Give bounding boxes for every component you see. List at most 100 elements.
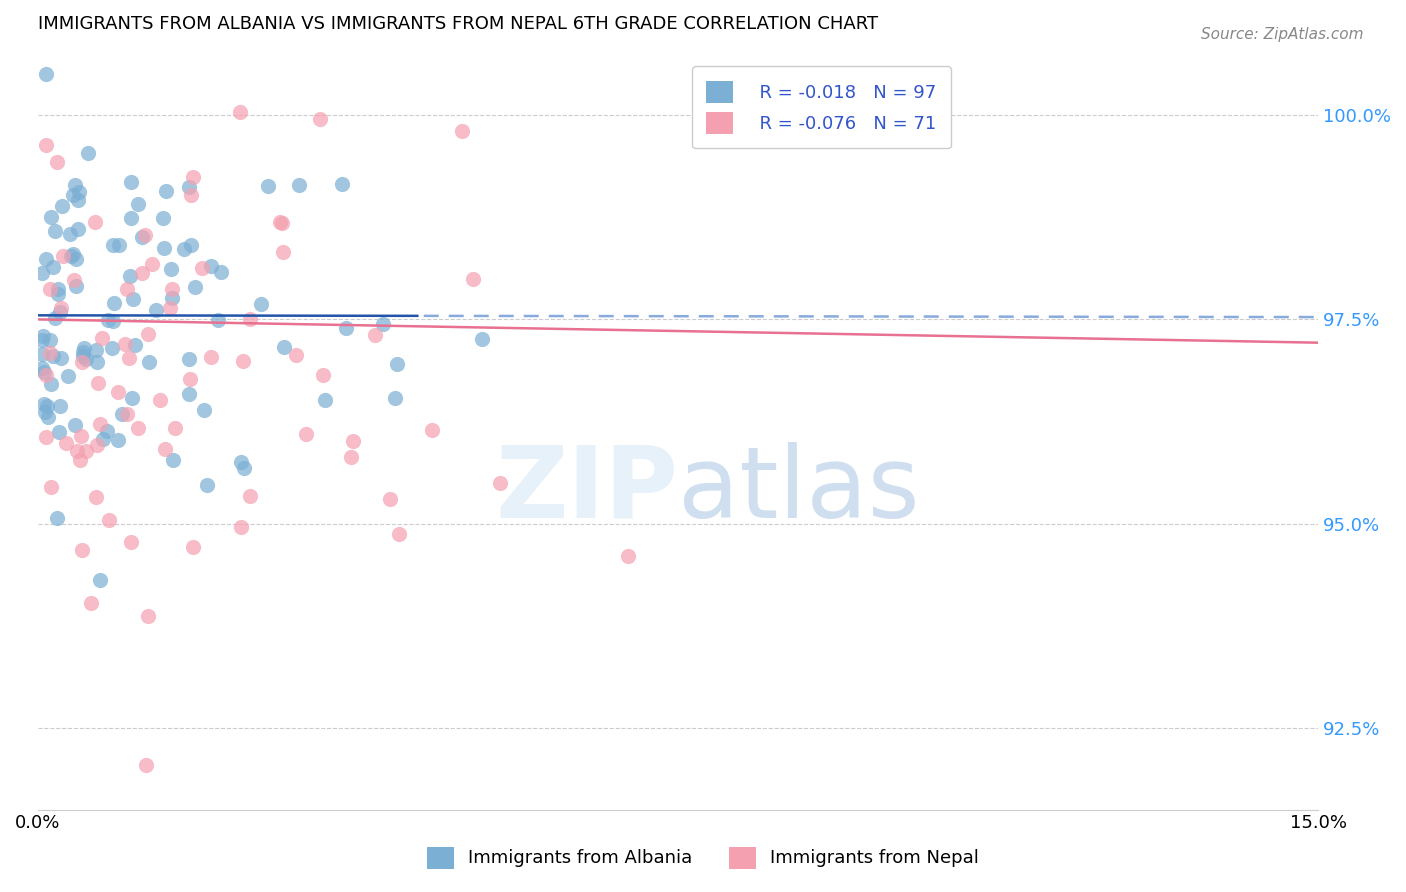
Immigrants from Nepal (271, 244, 294, 259)
Immigrants from Albania (45, 511, 67, 525)
Immigrants from Albania (46, 287, 69, 301)
Immigrants from Nepal (131, 266, 153, 280)
Immigrants from Albania (209, 265, 232, 279)
Immigrants from Nepal (70, 428, 93, 442)
Immigrants from Nepal (159, 301, 181, 315)
Immigrants from Albania (173, 242, 195, 256)
Immigrants from Albania (42, 260, 65, 274)
Immigrants from Nepal (35, 430, 58, 444)
Immigrants from Nepal (46, 154, 69, 169)
Immigrants from Albania (51, 199, 73, 213)
Immigrants from Nepal (200, 350, 222, 364)
Text: IMMIGRANTS FROM ALBANIA VS IMMIGRANTS FROM NEPAL 6TH GRADE CORRELATION CHART: IMMIGRANTS FROM ALBANIA VS IMMIGRANTS FR… (38, 15, 877, 33)
Immigrants from Nepal (388, 526, 411, 541)
Immigrants from Nepal (52, 249, 75, 263)
Immigrants from Albania (62, 187, 84, 202)
Immigrants from Albania (232, 460, 254, 475)
Immigrants from Nepal (66, 443, 89, 458)
Immigrants from Nepal (107, 384, 129, 399)
Immigrants from Nepal (90, 331, 112, 345)
Immigrants from Albania (107, 238, 129, 252)
Immigrants from Albania (152, 211, 174, 226)
Immigrants from Albania (49, 400, 72, 414)
Immigrants from Nepal (309, 112, 332, 127)
Immigrants from Nepal (134, 227, 156, 242)
Immigrants from Albania (63, 178, 86, 193)
Immigrants from Albania (65, 279, 87, 293)
Immigrants from Nepal (98, 513, 121, 527)
Immigrants from Nepal (62, 272, 84, 286)
Immigrants from Albania (39, 210, 62, 224)
Immigrants from Nepal (180, 187, 202, 202)
Immigrants from Albania (314, 393, 336, 408)
Immigrants from Nepal (118, 351, 141, 366)
Immigrants from Albania (67, 186, 90, 200)
Immigrants from Nepal (51, 301, 73, 315)
Immigrants from Albania (65, 252, 87, 267)
Immigrants from Albania (177, 180, 200, 194)
Immigrants from Albania (184, 280, 207, 294)
Legend: Immigrants from Albania, Immigrants from Nepal: Immigrants from Albania, Immigrants from… (412, 832, 994, 883)
Immigrants from Albania (160, 292, 183, 306)
Text: ZIP: ZIP (495, 442, 678, 539)
Immigrants from Nepal (155, 442, 177, 457)
Immigrants from Albania (72, 349, 94, 363)
Immigrants from Albania (118, 268, 141, 283)
Immigrants from Albania (371, 317, 394, 331)
Immigrants from Albania (48, 425, 70, 440)
Immigrants from Albania (58, 369, 80, 384)
Immigrants from Albania (162, 452, 184, 467)
Immigrants from Albania (62, 246, 84, 260)
Immigrants from Albania (59, 227, 82, 241)
Immigrants from Albania (34, 397, 56, 411)
Immigrants from Albania (63, 417, 86, 432)
Immigrants from Albania (72, 344, 94, 359)
Immigrants from Nepal (35, 137, 58, 152)
Immigrants from Nepal (136, 609, 159, 624)
Immigrants from Nepal (114, 336, 136, 351)
Immigrants from Nepal (160, 282, 183, 296)
Immigrants from Albania (471, 332, 494, 346)
Immigrants from Albania (207, 313, 229, 327)
Immigrants from Nepal (229, 519, 252, 533)
Immigrants from Nepal (87, 376, 110, 391)
Immigrants from Nepal (229, 105, 252, 120)
Immigrants from Albania (195, 478, 218, 492)
Immigrants from Albania (42, 349, 65, 363)
Immigrants from Albania (34, 405, 56, 419)
Immigrants from Albania (31, 360, 53, 375)
Immigrants from Nepal (72, 542, 94, 557)
Immigrants from Nepal (135, 758, 157, 772)
Immigrants from Albania (31, 347, 53, 361)
Immigrants from Albania (34, 67, 56, 81)
Immigrants from Albania (49, 351, 72, 366)
Immigrants from Albania (89, 573, 111, 587)
Immigrants from Albania (330, 178, 353, 192)
Immigrants from Albania (384, 392, 406, 406)
Immigrants from Albania (97, 312, 120, 326)
Immigrants from Nepal (364, 328, 387, 343)
Immigrants from Albania (127, 196, 149, 211)
Legend:   R = -0.018   N = 97,   R = -0.076   N = 71: R = -0.018 N = 97, R = -0.076 N = 71 (692, 67, 950, 148)
Immigrants from Nepal (35, 368, 58, 382)
Text: Source: ZipAtlas.com: Source: ZipAtlas.com (1201, 27, 1364, 42)
Immigrants from Nepal (39, 480, 62, 494)
Immigrants from Nepal (127, 421, 149, 435)
Immigrants from Nepal (191, 260, 214, 275)
Immigrants from Nepal (39, 346, 62, 360)
Immigrants from Nepal (141, 257, 163, 271)
Immigrants from Nepal (89, 417, 111, 431)
Immigrants from Albania (193, 403, 215, 417)
Immigrants from Albania (122, 292, 145, 306)
Immigrants from Nepal (86, 490, 108, 504)
Immigrants from Nepal (120, 535, 142, 549)
Immigrants from Nepal (339, 450, 361, 464)
Immigrants from Nepal (342, 434, 364, 449)
Immigrants from Albania (44, 310, 66, 325)
Immigrants from Nepal (55, 436, 77, 450)
Immigrants from Albania (177, 387, 200, 401)
Immigrants from Nepal (70, 355, 93, 369)
Immigrants from Albania (31, 333, 53, 347)
Immigrants from Albania (100, 342, 122, 356)
Immigrants from Albania (120, 176, 142, 190)
